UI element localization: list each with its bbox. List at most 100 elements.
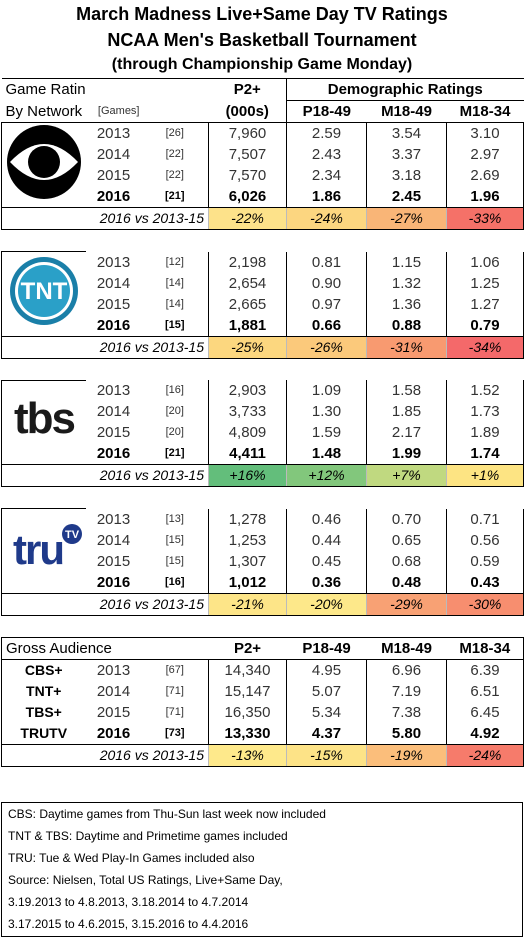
table-row: 2016 [15] 1,881 0.66 0.88 0.79 (2, 314, 524, 336)
games-cell: [67] (165, 663, 184, 676)
comparison-row: 2016 vs 2013-15 -22% -24% -27% -33% (1, 207, 524, 230)
games-cell: [22] (165, 148, 184, 160)
p2-cell: 4,411 (208, 443, 287, 465)
m1849-cell: 0.70 (366, 508, 447, 530)
svg-text:tbs: tbs (14, 394, 75, 443)
p1849-cell: 1.86 (286, 186, 367, 208)
m1849-cell: 0.68 (366, 550, 447, 572)
tnt-logo: TNT (1, 251, 86, 336)
table-row: 2014 [22] 7,507 2.43 3.37 2.97 (2, 144, 524, 165)
games-cell: [21] (164, 447, 185, 459)
m1849-cell: 3.18 (366, 165, 447, 186)
by-network-label: By Network (1, 100, 86, 123)
gross-network-name: TBS+ (25, 703, 62, 720)
comparison-value: -24% (286, 207, 367, 230)
comparison-value: -22% (208, 207, 287, 230)
m1849-cell: 6.96 (366, 659, 447, 681)
games-header: [Games] (85, 100, 142, 123)
year-cell: 2016 (96, 445, 131, 462)
comparison-label: 2016 vs 2013-15 (1, 464, 209, 487)
comparison-label: 2016 vs 2013-15 (1, 335, 209, 359)
p1849-cell: 0.97 (286, 293, 367, 315)
p1849-cell: 5.07 (286, 680, 367, 702)
games-cell: [73] (164, 726, 185, 739)
m1849-cell: 1.36 (366, 293, 447, 315)
p2-header: P2+ (208, 78, 287, 101)
m1834-cell: 0.56 (446, 529, 524, 551)
m1849-cell: 5.80 (366, 722, 447, 744)
note-line: CBS: Daytime games from Thu-Sun last wee… (8, 807, 326, 821)
comparison-value: -31% (366, 335, 447, 359)
comparison-value: -26% (286, 335, 367, 359)
comparison-value: -33% (446, 207, 524, 230)
comparison-value: -29% (366, 592, 447, 616)
comparison-value: -34% (446, 335, 524, 359)
table-row: 2015 [15] 1,307 0.45 0.68 0.59 (2, 550, 524, 572)
p1849-cell: 0.44 (286, 529, 367, 551)
title-line-3: (through Championship Game Monday) (111, 56, 413, 73)
table-row: 2014 [15] 1,253 0.44 0.65 0.56 (2, 529, 524, 551)
table-row: 2014 [71] 15,147 5.07 7.19 6.51 (2, 680, 524, 702)
note-line: 3.17.2015 to 4.6.2015, 3.15.2016 to 4.4.… (8, 917, 249, 931)
comparison-row: 2016 vs 2013-15 -13% -15% -19% -24% (1, 743, 524, 767)
note-line: Source: Nielsen, Total US Ratings, Live+… (8, 873, 283, 887)
table-row: 2015 [14] 2,665 0.97 1.36 1.27 (2, 293, 524, 315)
svg-text:tru: tru (13, 526, 63, 573)
table-row: CBS+ TNT+ TBS+ TRUTV 2013 [67] 14,340 4.95 6.96 6… (1, 659, 524, 744)
note-line: TNT & TBS: Daytime and Primetime games i… (8, 829, 288, 843)
note-line: 3.19.2013 to 4.8.2013, 3.18.2014 to 4.7.… (8, 895, 249, 909)
m1849-cell: 2.17 (366, 422, 447, 443)
year-cell: 2013 (96, 661, 131, 679)
comparison-value: -13% (208, 743, 287, 767)
games-cell: [13] (165, 512, 184, 525)
p2-cell: 16,350 (208, 701, 287, 723)
table-row: 2016 [16] 1,012 0.36 0.48 0.43 (2, 571, 524, 593)
trutv-logo: tru TV (1, 508, 86, 593)
comparison-value: -24% (446, 743, 524, 767)
m1834-cell: 2.97 (446, 144, 524, 165)
gross-m1834-header: M18-34 (446, 636, 524, 660)
m1834-cell: 1.25 (446, 272, 524, 294)
p1849-cell: 4.95 (286, 659, 367, 681)
comparison-value: -21% (208, 592, 287, 616)
comparison-value: +16% (208, 464, 287, 487)
title-line-2: NCAA Men's Basketball Tournament (107, 30, 417, 50)
title-line-1: March Madness Live+Same Day TV Ratings (76, 4, 448, 24)
cbs-eye-logo (1, 122, 86, 208)
m1849-header: M18-49 (366, 100, 447, 123)
spacer-cell (2, 615, 524, 637)
svg-text:TV: TV (65, 529, 80, 541)
comparison-value: -20% (286, 592, 367, 616)
p2-cell: 13,330 (208, 722, 287, 744)
m1849-cell: 0.48 (366, 571, 447, 593)
comparison-label: 2016 vs 2013-15 (1, 207, 209, 230)
table-row: 2014 [20] 3,733 1.30 1.85 1.73 (2, 401, 524, 422)
m1834-header: M18-34 (446, 100, 524, 123)
spacer-row (2, 487, 524, 509)
table-row: 2016 [21] 4,411 1.48 1.99 1.74 (2, 443, 524, 465)
table-row: tbs 2013 [16] 2,903 1.09 1.58 1.52 (1, 379, 524, 465)
m1849-cell: 0.88 (366, 314, 447, 336)
gross-network-name: TRUTV (20, 724, 68, 741)
m1834-cell: 6.39 (446, 659, 524, 681)
m1834-cell: 0.79 (446, 314, 524, 336)
gross-m1849-header: M18-49 (366, 636, 447, 660)
spacer-row (2, 615, 524, 637)
year-cell: 2016 (96, 573, 131, 591)
games-cell: [14] (165, 276, 184, 289)
games-cell: [71] (165, 684, 184, 697)
m1849-cell: 1.99 (366, 443, 447, 465)
p1849-cell: 1.09 (286, 380, 367, 401)
p2-cell: 4,809 (208, 422, 287, 443)
header-row: Game Ratings P2+Demographic Ratings (1, 78, 524, 101)
comparison-label: 2016 vs 2013-15 (1, 592, 209, 616)
year-cell: 2014 (96, 146, 131, 163)
p1849-cell: 0.45 (286, 550, 367, 572)
p1849-cell: 2.43 (286, 144, 367, 165)
year-cell: 2015 (96, 703, 131, 721)
comparison-value: +7% (366, 464, 447, 487)
m1834-cell: 6.45 (446, 701, 524, 723)
m1834-cell: 1.27 (446, 293, 524, 315)
